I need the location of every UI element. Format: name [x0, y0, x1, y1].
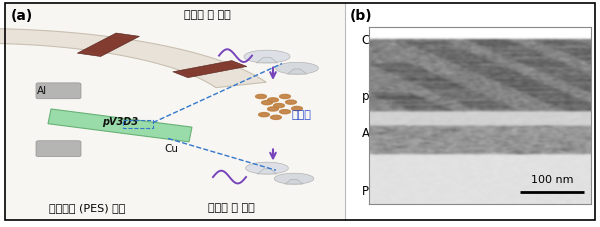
Circle shape [274, 104, 284, 108]
Text: 시냅스 후 뉴런: 시냅스 후 뉴런 [208, 203, 254, 213]
Circle shape [256, 94, 266, 99]
Text: 플라스틱 (PES) 기판: 플라스틱 (PES) 기판 [49, 203, 125, 213]
Circle shape [286, 100, 296, 104]
Circle shape [259, 113, 269, 117]
Polygon shape [173, 61, 247, 78]
Text: 시냅스 전 뉴런: 시냅스 전 뉴런 [184, 10, 230, 20]
Text: (a): (a) [11, 9, 33, 23]
Circle shape [292, 106, 302, 111]
Polygon shape [285, 179, 303, 184]
Text: 100 nm: 100 nm [531, 175, 574, 185]
Bar [5, 3, 345, 220]
Polygon shape [275, 62, 319, 74]
Text: 시냅스: 시냅스 [291, 110, 311, 120]
Polygon shape [274, 173, 314, 184]
Circle shape [268, 98, 278, 102]
Polygon shape [257, 57, 277, 63]
Polygon shape [77, 33, 140, 57]
Text: (b): (b) [350, 9, 373, 23]
Text: pV3D3: pV3D3 [362, 90, 401, 103]
Polygon shape [0, 29, 266, 88]
Text: Al: Al [37, 86, 47, 96]
Circle shape [268, 107, 278, 111]
Polygon shape [257, 169, 277, 174]
Text: pV3D3: pV3D3 [102, 117, 138, 127]
Circle shape [271, 115, 281, 119]
FancyBboxPatch shape [36, 83, 81, 99]
Text: Cu: Cu [164, 144, 178, 154]
Circle shape [262, 101, 272, 105]
Circle shape [280, 94, 290, 99]
Polygon shape [287, 69, 307, 74]
Bar [345, 3, 595, 220]
Polygon shape [245, 162, 289, 174]
Polygon shape [48, 109, 192, 142]
Text: Al: Al [362, 127, 373, 141]
Circle shape [280, 110, 290, 114]
Text: Cu: Cu [362, 34, 377, 47]
FancyBboxPatch shape [36, 141, 81, 157]
Text: PES: PES [362, 185, 383, 198]
Polygon shape [244, 50, 290, 63]
